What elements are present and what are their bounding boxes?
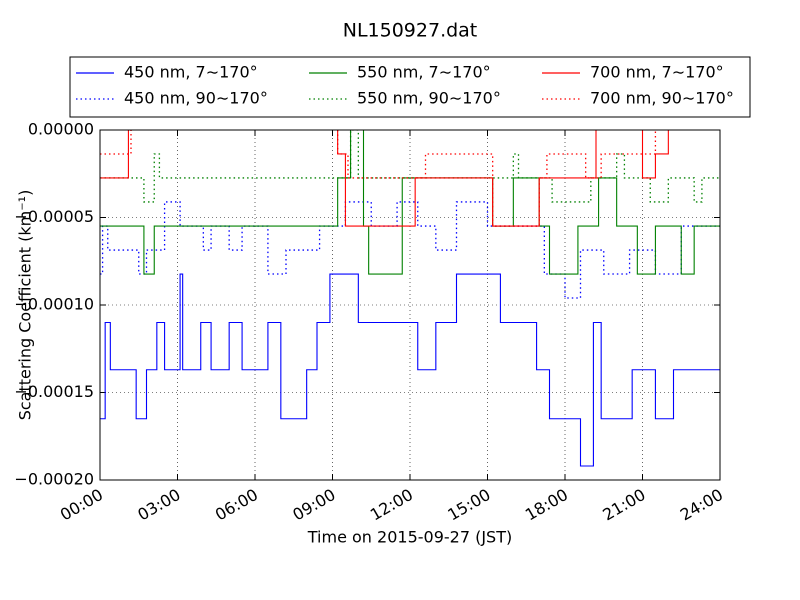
plot-area xyxy=(100,130,720,467)
legend-label: 550 nm, 90∼170° xyxy=(357,89,501,108)
legend-label: 700 nm, 7∼170° xyxy=(590,63,724,82)
y-tick-label: −0.00005 xyxy=(14,207,94,226)
y-tick-label: −0.00015 xyxy=(14,382,94,401)
series-line xyxy=(100,273,720,467)
x-axis-label: Time on 2015-09-27 (JST) xyxy=(307,528,512,547)
y-tick-label: 0.00000 xyxy=(28,120,94,139)
legend-label: 450 nm, 7∼170° xyxy=(124,63,258,82)
plot-frame xyxy=(99,129,721,481)
legend-label: 700 nm, 90∼170° xyxy=(590,89,734,108)
series-line xyxy=(100,130,720,275)
y-axis-label: Scattering Coefficient (km⁻¹) xyxy=(16,190,35,421)
legend-frame xyxy=(69,56,751,118)
legend: 450 nm, 7∼170° 450 nm, 90∼170° 550 nm, 7∼1… xyxy=(69,56,751,118)
legend-label: 550 nm, 7∼170° xyxy=(357,63,491,82)
legend-label: 450 nm, 90∼170° xyxy=(124,89,268,108)
series-line xyxy=(100,130,720,203)
y-tick-label: −0.00020 xyxy=(14,470,94,489)
y-tick-label: −0.00010 xyxy=(14,295,94,314)
series-line xyxy=(100,130,669,227)
chart-title: NL150927.dat xyxy=(343,20,478,42)
